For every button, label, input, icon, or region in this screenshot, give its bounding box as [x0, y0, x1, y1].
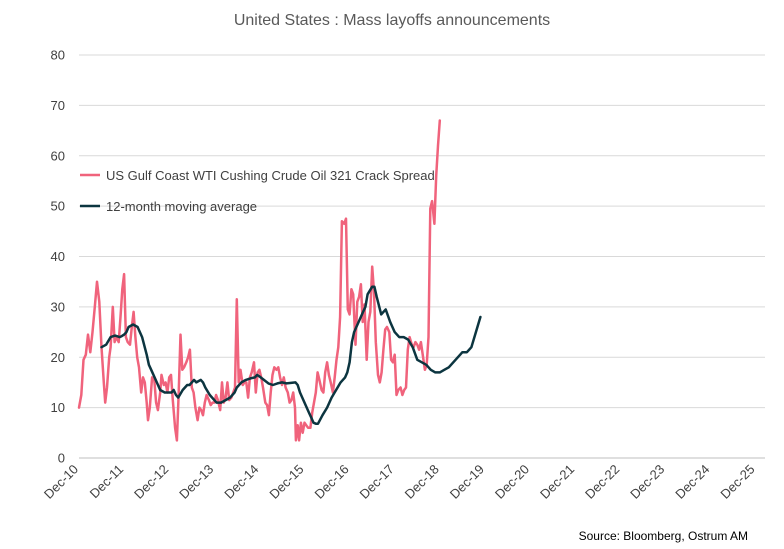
- x-tick-label: Dec-10: [41, 462, 81, 502]
- legend: US Gulf Coast WTI Cushing Crude Oil 321 …: [80, 168, 435, 214]
- x-tick-label: Dec-14: [221, 462, 261, 502]
- x-tick-label: Dec-16: [311, 462, 351, 502]
- x-tick-label: Dec-20: [492, 462, 532, 502]
- y-tick-label: 0: [58, 451, 65, 466]
- x-tick-label: Dec-13: [176, 462, 216, 502]
- y-tick-label: 60: [51, 148, 65, 163]
- x-tick-label: Dec-11: [87, 462, 127, 502]
- x-tick-label: Dec-22: [582, 462, 622, 502]
- series-lines: [77, 119, 482, 442]
- x-tick-label: Dec-23: [627, 462, 667, 502]
- y-tick-label: 10: [51, 400, 65, 415]
- gridlines: [79, 54, 765, 459]
- y-axis: 0 10 20 30 40 50 60 70 80: [51, 48, 65, 466]
- source-note: Source: Bloomberg, Ostrum AM: [579, 529, 748, 543]
- x-tick-label: Dec-24: [672, 462, 712, 502]
- x-tick-label: Dec-18: [402, 462, 442, 502]
- series-line-crack-spread: [77, 119, 442, 442]
- x-tick-label: Dec-21: [537, 462, 577, 502]
- y-tick-label: 70: [51, 98, 65, 113]
- legend-label-moving-average: 12-month moving average: [106, 199, 257, 214]
- chart-title: United States : Mass layoffs announcemen…: [234, 12, 550, 29]
- x-tick-label: Dec-17: [357, 462, 397, 502]
- x-tick-label: Dec-15: [266, 462, 306, 502]
- y-tick-label: 30: [51, 299, 65, 314]
- x-tick-label: Dec-12: [131, 462, 171, 502]
- x-tick-label: Dec-19: [447, 462, 487, 502]
- x-tick-label: Dec-25: [717, 462, 757, 502]
- y-tick-label: 20: [51, 350, 65, 365]
- y-tick-label: 80: [51, 48, 65, 63]
- y-tick-label: 40: [51, 249, 65, 264]
- legend-label-crack-spread: US Gulf Coast WTI Cushing Crude Oil 321 …: [106, 168, 435, 183]
- series-line-moving-average: [100, 285, 482, 425]
- y-tick-label: 50: [51, 199, 65, 214]
- x-axis: Dec-10 Dec-11 Dec-12 Dec-13 Dec-14 Dec-15 Dec-…: [41, 462, 758, 502]
